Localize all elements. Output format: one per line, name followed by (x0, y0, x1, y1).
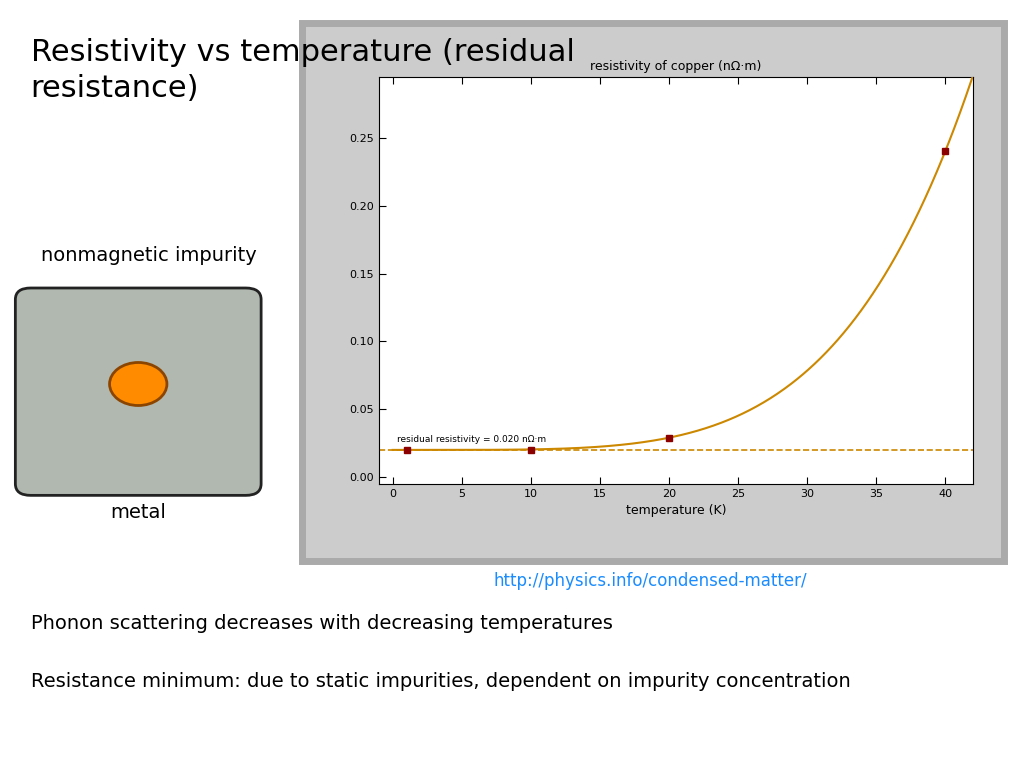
Text: http://physics.info/condensed-matter/: http://physics.info/condensed-matter/ (494, 572, 807, 590)
Text: nonmagnetic impurity: nonmagnetic impurity (41, 246, 257, 265)
Text: metal: metal (111, 503, 166, 522)
Circle shape (110, 362, 167, 406)
Text: residual resistivity = 0.020 nΩ·m: residual resistivity = 0.020 nΩ·m (397, 435, 546, 445)
Text: Resistance minimum: due to static impurities, dependent on impurity concentratio: Resistance minimum: due to static impuri… (31, 672, 851, 691)
FancyBboxPatch shape (302, 23, 1004, 561)
Text: Resistivity vs temperature (residual
resistance): Resistivity vs temperature (residual res… (31, 38, 574, 104)
FancyBboxPatch shape (15, 288, 261, 495)
X-axis label: temperature (K): temperature (K) (626, 505, 726, 518)
Title: resistivity of copper (nΩ·m): resistivity of copper (nΩ·m) (590, 60, 762, 73)
Text: Phonon scattering decreases with decreasing temperatures: Phonon scattering decreases with decreas… (31, 614, 612, 634)
